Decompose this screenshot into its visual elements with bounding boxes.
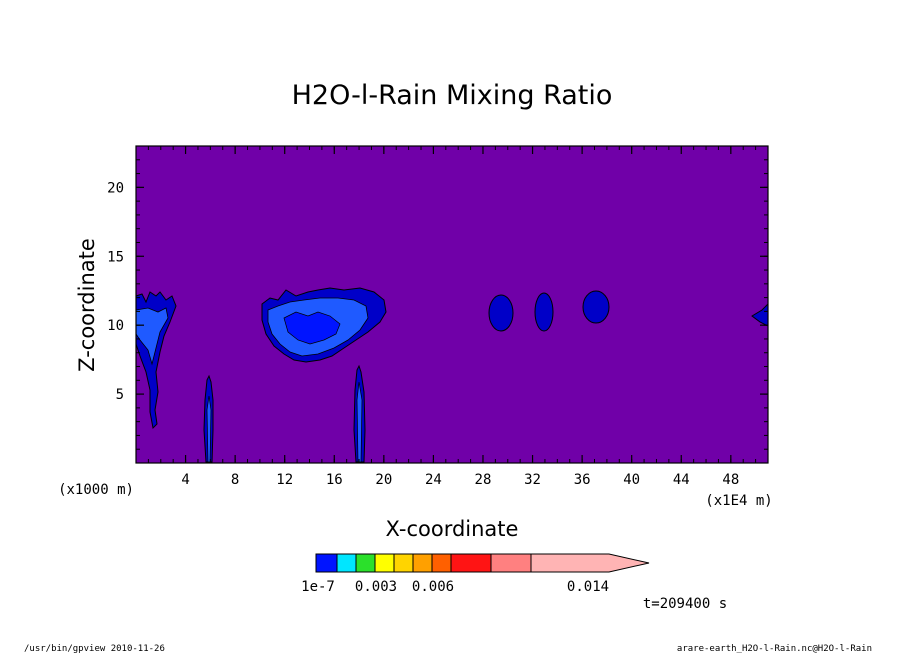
footer-left: /usr/bin/gpview 2010-11-26 [24,644,165,654]
plot-area [135,145,769,464]
x-tick-label: 8 [231,472,239,488]
y-tick-label: 5 [116,387,124,403]
x-tick-label: 40 [623,472,640,488]
x-tick-label: 12 [276,472,293,488]
x-tick-label: 20 [375,472,392,488]
x-axis-label: X-coordinate [386,517,519,541]
colorbar-swatch [431,553,452,573]
colorbar-swatch [490,553,532,573]
colorbar-labels: 1e-7 0.003 0.006 0.014 [301,579,609,595]
colorbar-swatch [355,553,376,573]
contour-regions [135,287,769,463]
colorbar-label: 0.003 [355,579,397,595]
x-tick-label: 36 [574,472,591,488]
y-axis-label: Z-coordinate [75,238,99,372]
y-tick-label: 10 [107,318,124,334]
y-axis-ticks: 5 10 15 20 [107,145,768,464]
time-label: t=209400 s [643,596,727,612]
x-tick-label: 24 [425,472,442,488]
contour-region-blob-2 [534,292,554,332]
x-tick-label: 28 [475,472,492,488]
x-tick-label: 32 [524,472,541,488]
y-tick-label: 15 [107,249,124,265]
footer-right: arare-earth_H2O-l-Rain.nc@H2O-l-Rain [677,644,872,654]
colorbar [315,553,650,573]
colorbar-label: 1e-7 [301,579,335,595]
colorbar-swatch [315,553,338,573]
x-axis-ticks: 4 8 12 16 20 24 28 32 36 40 44 48 [135,146,769,488]
chart-title: H2O-l-Rain Mixing Ratio [292,80,613,111]
colorbar-swatch [412,553,433,573]
contour-region-blob-3 [582,290,610,324]
colorbar-label: 0.006 [412,579,454,595]
contour-region-blob-1 [488,294,514,332]
colorbar-label: 0.014 [567,579,609,595]
x-tick-label: 48 [722,472,739,488]
colorbar-swatch [336,553,357,573]
x-unit-note: (x1E4 m) [705,493,772,509]
y-unit-note: (x1000 m) [58,482,134,498]
x-tick-label: 4 [181,472,189,488]
colorbar-swatch [374,553,395,573]
y-tick-label: 20 [107,180,124,196]
x-tick-label: 44 [673,472,690,488]
plot-frame [135,145,769,464]
colorbar-swatch [393,553,414,573]
colorbar-arrow [530,553,650,573]
x-tick-label: 16 [326,472,343,488]
colorbar-swatch [450,553,492,573]
